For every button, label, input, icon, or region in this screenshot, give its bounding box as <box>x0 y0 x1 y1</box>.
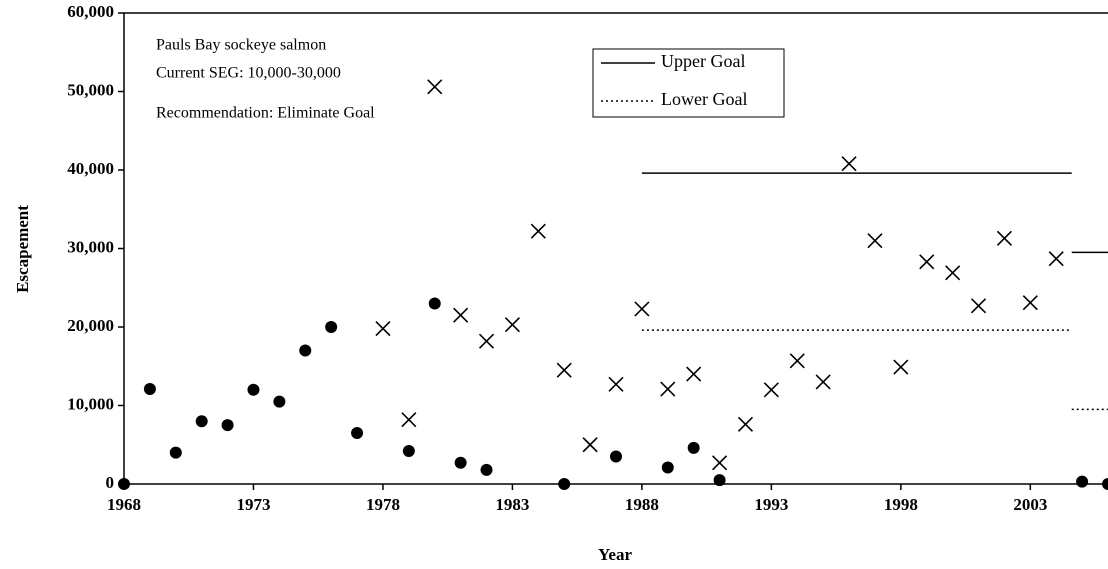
y-axis-label: Escapement <box>13 205 32 293</box>
legend-label: Upper Goal <box>661 51 745 71</box>
point <box>919 254 935 270</box>
x-tick-label: 1978 <box>366 495 400 514</box>
point <box>582 437 598 453</box>
point <box>815 374 831 390</box>
point <box>763 382 779 398</box>
point <box>687 441 700 454</box>
y-tick-label: 40,000 <box>67 159 114 178</box>
annotation: Pauls Bay sockeye salmon <box>156 37 326 54</box>
point <box>996 230 1012 246</box>
point <box>1048 251 1064 267</box>
point <box>273 395 286 408</box>
legend-label: Lower Goal <box>661 89 747 109</box>
y-tick-label: 10,000 <box>67 394 114 413</box>
x-tick-label: 1988 <box>625 495 659 514</box>
point <box>504 317 520 333</box>
point <box>143 383 156 396</box>
x-tick-label: 1983 <box>495 495 529 514</box>
point <box>867 233 883 249</box>
point <box>1076 475 1089 488</box>
y-tick-label: 50,000 <box>67 80 114 99</box>
point <box>610 450 622 463</box>
point <box>351 426 364 439</box>
point <box>1102 478 1108 490</box>
x-tick-label: 1998 <box>884 495 918 514</box>
y-tick-label: 0 <box>106 473 115 492</box>
x-tick-label: 2003 <box>1013 495 1047 514</box>
point <box>660 381 676 397</box>
point <box>325 321 338 333</box>
point <box>661 461 674 474</box>
x-tick-label: 1968 <box>107 495 141 514</box>
point <box>118 478 130 490</box>
point <box>893 359 909 375</box>
point <box>556 362 572 378</box>
point <box>247 383 260 396</box>
point <box>686 366 702 382</box>
point <box>608 376 624 392</box>
point <box>558 478 571 490</box>
point <box>453 307 469 323</box>
point <box>945 265 961 281</box>
point <box>478 333 495 349</box>
y-tick-label: 20,000 <box>67 316 114 335</box>
x-tick-label: 1993 <box>754 495 788 514</box>
point <box>221 419 234 432</box>
point <box>195 415 208 428</box>
point <box>480 463 493 476</box>
y-tick-label: 60,000 <box>67 2 114 21</box>
point <box>737 416 754 432</box>
point <box>401 412 417 428</box>
point <box>299 344 312 357</box>
point <box>169 446 182 459</box>
point <box>428 297 441 310</box>
point <box>970 298 987 314</box>
point <box>789 353 805 369</box>
point <box>634 301 650 317</box>
y-tick-label: 30,000 <box>67 237 114 256</box>
point <box>712 455 728 471</box>
x-tick-label: 1973 <box>236 495 270 514</box>
point <box>454 456 467 469</box>
point <box>713 474 726 487</box>
point <box>427 79 443 95</box>
point <box>375 321 391 337</box>
point <box>530 223 546 239</box>
point <box>402 445 415 458</box>
annotation: Current SEG: 10,000-30,000 <box>156 65 341 82</box>
point <box>841 156 857 172</box>
point <box>1022 295 1038 311</box>
annotation: Recommendation: Eliminate Goal <box>156 105 375 122</box>
legend-box <box>592 48 785 118</box>
x-axis-label: Year <box>598 545 632 564</box>
